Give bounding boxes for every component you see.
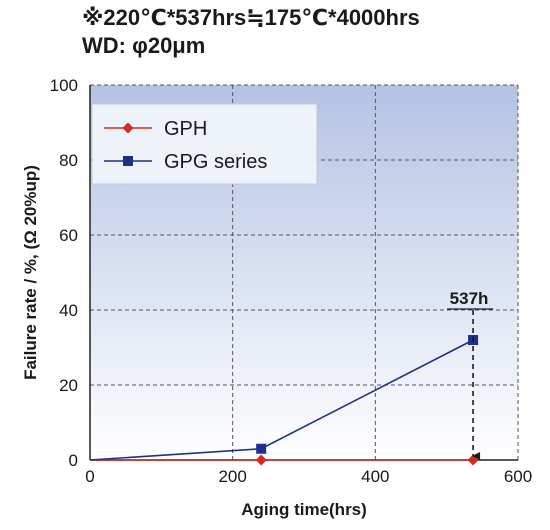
legend-box (91, 103, 318, 185)
annotation-label: 537h (450, 289, 489, 308)
series-gph (90, 454, 479, 466)
y-tick-label: 100 (50, 76, 78, 95)
series-lines (89, 335, 479, 466)
header-line-2: WD: φ20μm (82, 33, 206, 58)
y-tick-label: 40 (59, 301, 78, 320)
data-point (256, 443, 267, 454)
x-tick-label: 200 (218, 467, 246, 486)
x-axis-title: Aging time(hrs) (241, 500, 367, 519)
x-tick-label: 400 (361, 467, 389, 486)
data-point (255, 454, 267, 466)
legend-swatch-marker (122, 122, 134, 134)
y-tick-label: 0 (69, 451, 78, 470)
legend-swatch-marker (123, 156, 133, 166)
header-line-1: ※220℃*537hrs≒175℃*4000hrs (82, 5, 420, 30)
legend-label: GPG series (164, 151, 267, 173)
x-tick-label: 0 (85, 467, 94, 486)
chart-header: ※220℃*537hrs≒175℃*4000hrs WD: φ20μm (82, 4, 420, 60)
y-tick-label: 80 (59, 151, 78, 170)
annotations: 537h (447, 289, 494, 460)
legend-label: GPH (164, 118, 207, 140)
legend: GPH GPG series (91, 103, 318, 185)
y-tick-label: 60 (59, 226, 78, 245)
y-tick-label: 20 (59, 376, 78, 395)
y-axis-title: Failure rate / %, (Ω 20%up) (21, 165, 40, 380)
x-tick-label: 600 (504, 467, 532, 486)
